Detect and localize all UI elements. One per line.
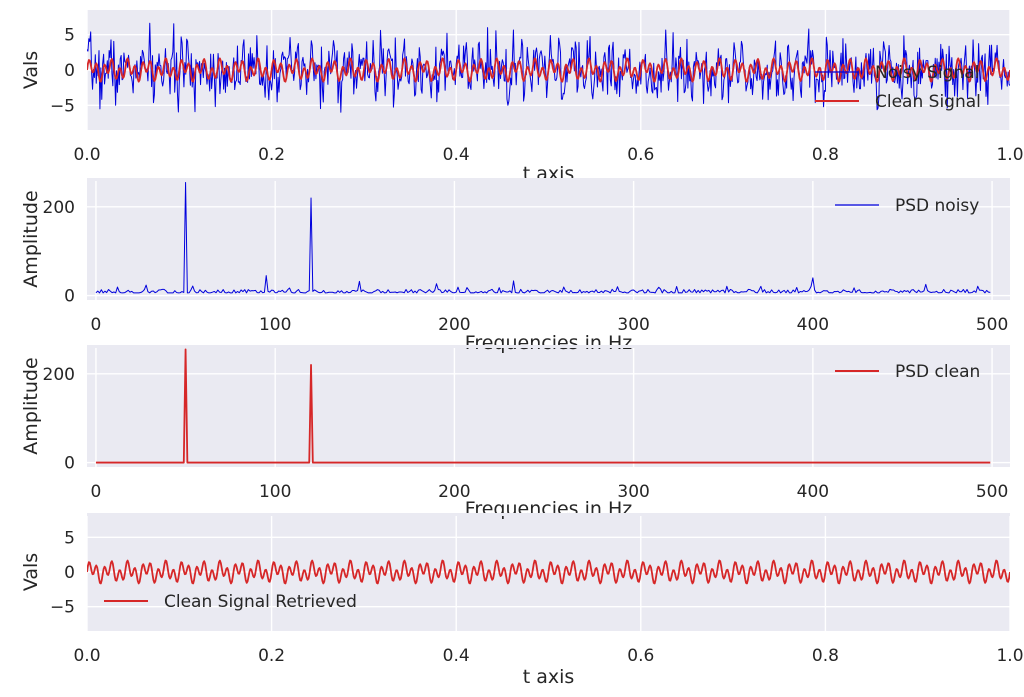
x-tick-label: 300: [617, 315, 649, 335]
y-tick-label: −5: [50, 96, 75, 116]
legend: PSD clean: [835, 362, 980, 382]
plot-area: [87, 178, 1010, 300]
x-tick-label: 0.4: [443, 646, 470, 666]
x-tick-label: 0.8: [812, 145, 839, 165]
y-tick-label: 5: [64, 528, 75, 548]
y-tick-label: 0: [64, 287, 75, 307]
x-tick-label: 0: [91, 315, 102, 335]
legend-label: PSD noisy: [895, 196, 979, 216]
series-line-1: [87, 559, 1010, 585]
subplot-2: 0 100 200 300 400 500 200 0 Amplitude PSD noisy: [20, 178, 1010, 335]
x-tick-label: 400: [797, 315, 829, 335]
panel-top-edge: [87, 178, 1010, 181]
legend: Clean Signal Retrieved: [104, 592, 357, 612]
x-tick-label: 100: [259, 482, 291, 502]
x-tick-label: 200: [438, 482, 470, 502]
legend-label: PSD clean: [895, 362, 980, 382]
y-axis-label: Amplitude: [20, 190, 42, 287]
x-tick-label: 200: [438, 315, 470, 335]
series-line-1: [95, 181, 991, 294]
x-tick-label: 300: [617, 482, 649, 502]
panel-top-edge: [87, 345, 1010, 348]
x-tick-label: 0: [91, 482, 102, 502]
subplot-3: 0 100 200 300 400 500 200 0 Amplitude PSD clean: [20, 345, 1010, 502]
subplot-1: 0.0 0.2 0.4 0.6 0.8 1.0 5 0 −5 Vals Noisy Signal Cl…: [20, 10, 1024, 165]
x-axis-label: t axis: [523, 666, 575, 688]
y-tick-label: −5: [50, 598, 75, 618]
x-tick-label: 100: [259, 315, 291, 335]
x-tick-label: 0.0: [73, 646, 100, 666]
y-tick-label: 0: [64, 454, 75, 474]
legend-label: Clean Signal: [875, 92, 981, 112]
series-line-1: [95, 348, 991, 464]
x-tick-label: 1.0: [996, 145, 1023, 165]
y-axis-label: Vals: [20, 51, 42, 89]
x-tick-label: 1.0: [996, 646, 1023, 666]
x-tick-label: 0.2: [258, 145, 285, 165]
y-axis-label: Vals: [20, 553, 42, 591]
x-tick-label: 500: [976, 315, 1008, 335]
x-tick-label: 0.0: [73, 145, 100, 165]
y-tick-label: 200: [43, 198, 75, 218]
legend-label: Noisy Signal: [875, 63, 979, 83]
x-axis-label: Frequencies in Hz: [465, 498, 632, 520]
legend: PSD noisy: [835, 196, 979, 216]
x-tick-label: 400: [797, 482, 829, 502]
legend-label: Clean Signal Retrieved: [164, 592, 357, 612]
subplot-4: 0.0 0.2 0.4 0.6 0.8 1.0 5 0 −5 Vals Clean Signal R…: [20, 513, 1024, 666]
plot-area: [87, 345, 1010, 467]
y-tick-label: 5: [64, 26, 75, 46]
x-tick-label: 0.8: [812, 646, 839, 666]
x-tick-label: 0.6: [627, 145, 654, 165]
series-line-2: [87, 57, 1010, 83]
y-tick-label: 200: [43, 365, 75, 385]
x-axis-label: Frequencies in Hz: [465, 332, 632, 354]
y-axis-label: Amplitude: [20, 357, 42, 454]
x-axis-label: t axis: [523, 163, 575, 185]
legend: Noisy Signal Clean Signal: [815, 63, 981, 112]
panel-top-edge: [87, 513, 1010, 516]
y-tick-label: 0: [64, 563, 75, 583]
y-tick-label: 0: [64, 61, 75, 81]
x-tick-label: 0.6: [627, 646, 654, 666]
x-tick-label: 0.2: [258, 646, 285, 666]
x-tick-label: 500: [976, 482, 1008, 502]
x-tick-label: 0.4: [443, 145, 470, 165]
